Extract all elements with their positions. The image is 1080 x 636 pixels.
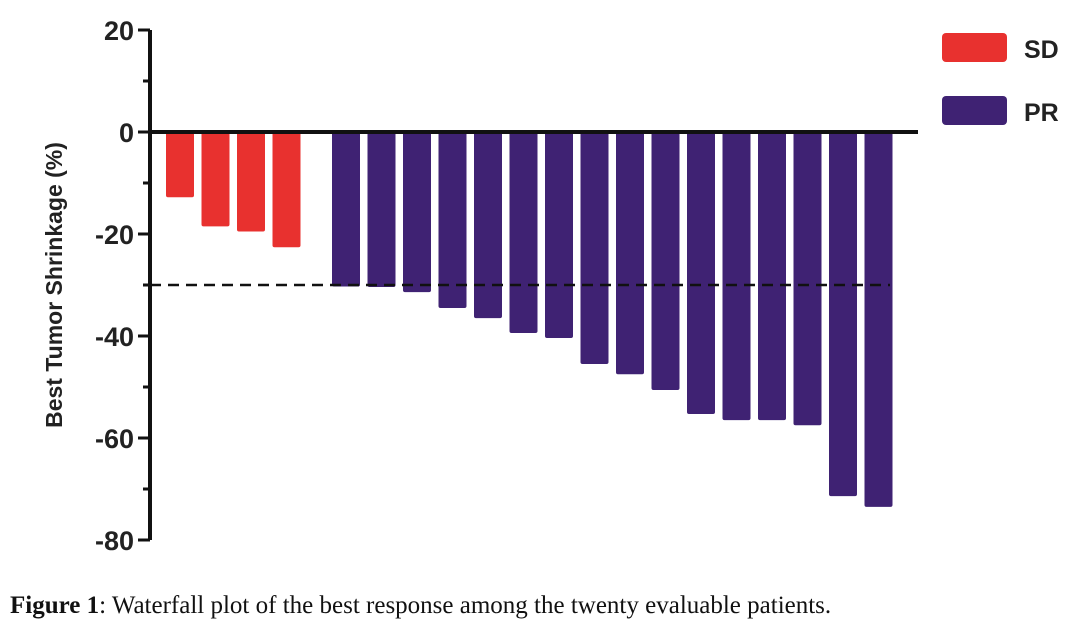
bar-pr xyxy=(829,132,857,497)
legend-swatch-sd xyxy=(942,33,1007,62)
legend-swatch-pr xyxy=(942,96,1007,125)
bar-pr xyxy=(367,132,396,288)
bar-pr xyxy=(403,132,431,293)
bar-sd xyxy=(166,132,194,198)
caption-label: Figure 1 xyxy=(10,592,100,619)
bar-pr xyxy=(651,132,680,391)
bar-pr xyxy=(616,132,644,375)
bar-sd xyxy=(237,132,265,232)
y-tick-label: -60 xyxy=(95,424,134,454)
bar-pr xyxy=(545,132,573,339)
bar-pr xyxy=(438,132,467,308)
y-tick-label: 20 xyxy=(104,16,134,46)
bar-pr xyxy=(332,132,360,287)
bar-pr xyxy=(580,132,609,365)
waterfall-chart: 20 0 -20 -40 -60 -80 Best Tumor Shrinkage (%)… xyxy=(41,16,1059,556)
bar-sd xyxy=(272,132,301,248)
y-tick-label: 0 xyxy=(119,118,134,148)
bar-pr xyxy=(722,132,751,421)
y-tick-label: -40 xyxy=(95,322,134,352)
bar-pr xyxy=(758,132,786,421)
legend-label-sd: SD xyxy=(1024,36,1059,64)
bar-pr xyxy=(864,132,893,507)
y-axis-label: Best Tumor Shrinkage (%) xyxy=(41,142,67,428)
bar-pr xyxy=(474,132,502,319)
caption-text: : Waterfall plot of the best response am… xyxy=(99,592,832,619)
bar-sd xyxy=(201,132,230,227)
bar-pr xyxy=(687,132,715,415)
bar-pr xyxy=(509,132,538,333)
y-tick-label: -80 xyxy=(95,526,134,556)
figure-caption: Figure 1: Waterfall plot of the best res… xyxy=(10,592,831,620)
y-tick-label: -20 xyxy=(95,220,134,250)
legend-label-pr: PR xyxy=(1024,99,1059,127)
bar-pr xyxy=(793,132,822,426)
